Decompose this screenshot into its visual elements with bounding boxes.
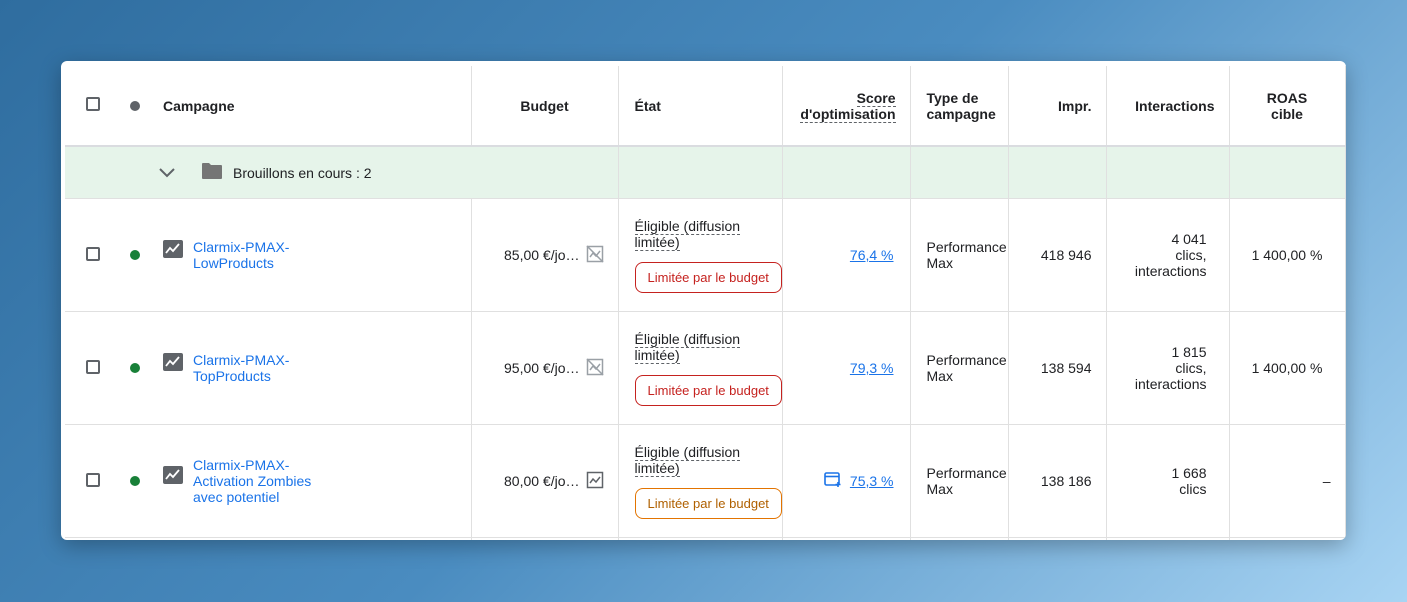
header-status[interactable]: État (618, 66, 783, 147)
interactions-cell: 4 041 clics, interactions (1106, 198, 1230, 312)
target-roas-cell: 1 400,00 % (1229, 198, 1346, 312)
type-cell: Performance Max (910, 311, 1009, 425)
campaign-name-cell: Clarmix-PMAX- Activation Zombies avec pote… (149, 424, 472, 538)
type-cell: Performance Max (910, 198, 1009, 312)
header-impressions[interactable]: Impr. (1008, 66, 1107, 147)
recommendation-window-icon[interactable] (824, 471, 842, 491)
impressions-cell: 138 594 (1008, 311, 1107, 425)
drafts-group-label: Brouillons en cours : 2 (233, 164, 372, 181)
folder-icon (201, 162, 223, 183)
table-header: Campagne Budget État Score d'optimisatio… (65, 66, 1346, 147)
status-enabled-dot[interactable] (130, 476, 140, 486)
drafts-group-row: Brouillons en cours : 2 (65, 146, 1346, 199)
target-roas-cell: 1 400,00 % (1229, 311, 1346, 425)
status-text[interactable]: Éligible (diffusion limitée) (634, 217, 741, 251)
campaign-link[interactable]: Clarmix-PMAX- TopProducts (193, 352, 290, 384)
header-status-label: État (634, 97, 661, 114)
interactions-cell: 1 815 clics, interactions (1106, 311, 1230, 425)
header-campaign[interactable]: Campagne (149, 66, 472, 147)
status-filter-dot[interactable] (130, 100, 140, 111)
header-interactions-label: Interactions (1135, 97, 1215, 114)
campaigns-table: Campagne Budget État Score d'optimisatio… (65, 66, 1346, 540)
table-row: Clarmix-PMAX- TopProducts 95,00 €/jo… Éli… (65, 311, 1346, 425)
type-cell: Performance Max (910, 424, 1009, 538)
chart-off-icon[interactable] (585, 244, 604, 266)
header-optimization-score[interactable]: Score d'optimisation (782, 66, 911, 147)
header-score-line2: d'optimisation (800, 105, 896, 123)
score-cell: 76,4 % (782, 198, 911, 312)
status-text[interactable]: Éligible (diffusion limitée) (634, 443, 741, 477)
optimization-score-link[interactable]: 75,3 % (849, 473, 894, 489)
drafts-group-cell: Brouillons en cours : 2 (121, 146, 471, 199)
impressions-cell: 138 186 (1008, 424, 1107, 538)
trending-chart-icon (163, 352, 183, 374)
table-row: Clarmix-PMAX- LowProducts 85,00 €/jo… Éli… (65, 198, 1346, 312)
table-row: Clarmix-PMAX- Activation Zombies avec pote… (65, 424, 1346, 538)
impressions-cell: 418 946 (1008, 198, 1107, 312)
budget-cell: 95,00 €/jo… (471, 311, 619, 425)
header-roas-line1: ROAS (1266, 89, 1308, 106)
interactions-cell: 1 668 clics (1106, 424, 1230, 538)
budget-value[interactable]: 80,00 €/jo… (504, 473, 580, 489)
header-budget[interactable]: Budget (471, 66, 619, 147)
campaign-link[interactable]: Clarmix-PMAX- LowProducts (193, 239, 290, 271)
chevron-down-icon[interactable] (159, 165, 175, 181)
header-campaign-type[interactable]: Type de campagne (910, 66, 1009, 147)
status-enabled-dot[interactable] (130, 363, 140, 373)
row-checkbox[interactable] (86, 246, 100, 261)
row-checkbox[interactable] (86, 472, 100, 487)
trending-chart-icon (163, 465, 183, 487)
budget-value[interactable]: 95,00 €/jo… (504, 360, 580, 376)
score-cell: 75,3 % (782, 424, 911, 538)
header-type-line2: campagne (926, 105, 996, 122)
status-header-cell (121, 66, 149, 147)
budget-cell: 85,00 €/jo… (471, 198, 619, 312)
header-budget-label: Budget (520, 97, 569, 114)
header-campaign-label: Campagne (163, 97, 235, 114)
campaign-name-cell: Clarmix-PMAX- TopProducts (149, 311, 472, 425)
campaign-name-cell: Clarmix-PMAX- LowProducts (149, 198, 472, 312)
header-impr-label: Impr. (1058, 97, 1092, 114)
optimization-score-link[interactable]: 76,4 % (849, 247, 894, 263)
header-interactions[interactable]: Interactions (1106, 66, 1230, 147)
status-text[interactable]: Éligible (diffusion limitée) (634, 330, 741, 364)
limited-by-budget-chip[interactable]: Limitée par le budget (634, 374, 782, 406)
status-cell: Éligible (diffusion limitée) Limitée par … (618, 198, 783, 312)
limited-by-budget-chip[interactable]: Limitée par le budget (634, 261, 782, 293)
row-checkbox[interactable] (86, 359, 100, 374)
trending-chart-icon (163, 239, 183, 261)
chart-off-icon[interactable] (585, 357, 604, 379)
header-target-roas[interactable]: ROAS cible (1229, 66, 1346, 147)
target-roas-cell: – (1229, 424, 1346, 538)
header-roas-line2: cible (1271, 105, 1303, 122)
campaign-link[interactable]: Clarmix-PMAX- Activation Zombies avec pote… (193, 457, 312, 505)
score-cell: 79,3 % (782, 311, 911, 425)
header-score-line1: Score (856, 89, 896, 107)
chart-icon[interactable] (586, 471, 604, 492)
budget-value[interactable]: 85,00 €/jo… (504, 247, 580, 263)
status-enabled-dot[interactable] (130, 250, 140, 260)
optimization-score-link[interactable]: 79,3 % (849, 360, 894, 376)
header-type-line1: Type de (926, 89, 979, 106)
budget-cell: 80,00 €/jo… (471, 424, 619, 538)
status-cell: Éligible (diffusion limitée) Limitée par … (618, 424, 783, 538)
campaigns-table-card: Campagne Budget État Score d'optimisatio… (61, 61, 1346, 540)
select-all-checkbox[interactable] (86, 97, 100, 111)
select-all-cell (65, 66, 121, 147)
table-row-partial (65, 537, 1346, 540)
status-cell: Éligible (diffusion limitée) Limitée par … (618, 311, 783, 425)
limited-by-budget-chip[interactable]: Limitée par le budget (634, 487, 782, 519)
